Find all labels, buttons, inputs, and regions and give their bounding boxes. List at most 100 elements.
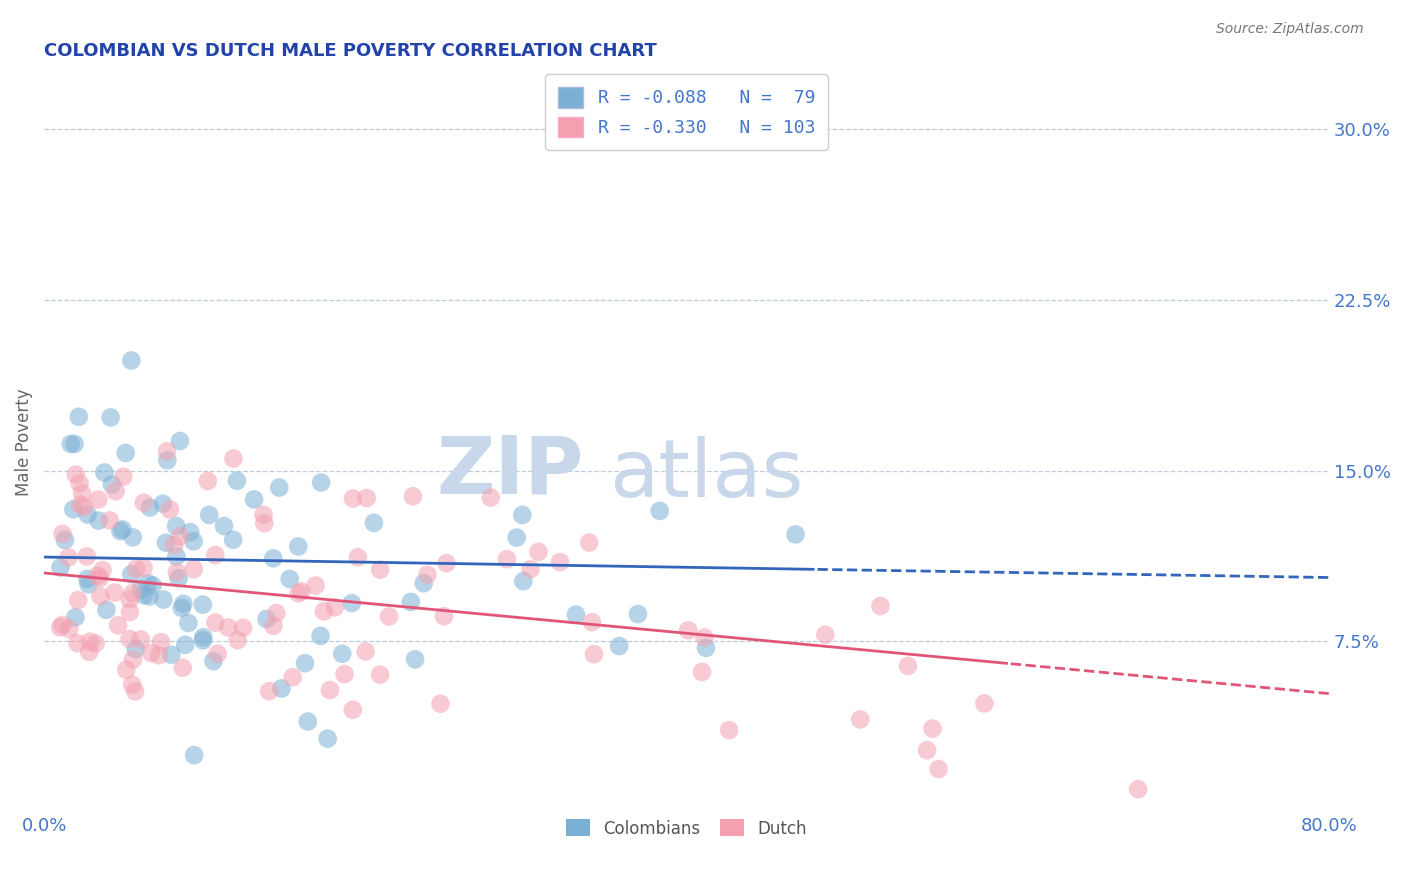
Point (66, 636, 89, 650)
Point (129, 582, 152, 597)
Point (166, 565, 188, 579)
Point (150, 635, 173, 649)
Point (58, 550, 80, 565)
Point (170, 600, 193, 615)
Point (207, 647, 229, 661)
Point (177, 615, 200, 630)
Text: atlas: atlas (609, 436, 804, 515)
Point (262, 551, 284, 566)
Point (262, 619, 284, 633)
Point (429, 697, 451, 711)
Point (51, 618, 73, 632)
Point (512, 574, 534, 589)
Point (266, 606, 288, 620)
Point (101, 477, 124, 491)
Point (849, 713, 872, 727)
Point (1126, 782, 1149, 797)
Point (226, 474, 249, 488)
Point (416, 567, 439, 582)
Point (89, 589, 111, 603)
Point (510, 508, 533, 522)
Point (197, 474, 219, 488)
Point (138, 590, 160, 604)
Point (62, 502, 84, 516)
Point (198, 508, 221, 522)
Point (869, 599, 891, 613)
Point (690, 665, 713, 679)
Point (114, 446, 136, 460)
Point (347, 550, 370, 565)
Point (142, 578, 165, 592)
Point (814, 628, 837, 642)
Point (87, 514, 110, 528)
Point (368, 667, 391, 681)
Point (174, 638, 197, 652)
Point (76, 508, 98, 522)
Point (436, 556, 458, 570)
Point (89, 571, 111, 585)
Point (69, 476, 91, 491)
Point (65, 610, 87, 624)
Point (316, 731, 339, 746)
Point (129, 632, 152, 647)
Point (253, 516, 276, 531)
Point (519, 562, 541, 576)
Point (356, 491, 378, 505)
Point (648, 504, 671, 518)
Point (115, 663, 138, 677)
Point (172, 661, 194, 675)
Text: Source: ZipAtlas.com: Source: ZipAtlas.com (1216, 22, 1364, 37)
Point (98, 513, 121, 527)
Point (479, 491, 502, 505)
Point (160, 648, 183, 662)
Point (120, 567, 142, 582)
Point (169, 529, 191, 543)
Point (191, 633, 214, 648)
Point (104, 484, 127, 499)
Point (921, 722, 943, 736)
Point (527, 545, 550, 559)
Point (354, 644, 377, 658)
Y-axis label: Male Poverty: Male Poverty (15, 388, 32, 496)
Point (548, 555, 571, 569)
Point (77, 577, 100, 591)
Point (402, 489, 425, 503)
Point (93, 466, 115, 480)
Point (897, 659, 920, 673)
Point (399, 595, 422, 609)
Point (256, 612, 278, 626)
Point (309, 475, 332, 490)
Point (79, 634, 101, 648)
Point (169, 434, 191, 448)
Point (183, 534, 205, 549)
Point (607, 639, 630, 653)
Point (152, 497, 174, 511)
Point (270, 681, 292, 696)
Point (297, 714, 319, 729)
Point (152, 592, 174, 607)
Point (226, 633, 249, 648)
Point (159, 502, 181, 516)
Point (107, 618, 129, 632)
Point (342, 703, 364, 717)
Point (582, 647, 605, 661)
Point (312, 604, 335, 618)
Point (58, 622, 80, 636)
Point (676, 624, 699, 638)
Point (915, 743, 938, 757)
Point (139, 500, 162, 515)
Point (217, 620, 239, 634)
Legend: Colombians, Dutch: Colombians, Dutch (560, 813, 813, 844)
Point (222, 451, 245, 466)
Point (67, 593, 90, 607)
Point (212, 519, 235, 533)
Point (183, 748, 205, 763)
Point (104, 585, 127, 599)
Point (112, 469, 135, 483)
Point (73, 500, 96, 515)
Point (973, 697, 995, 711)
Point (121, 677, 143, 691)
Point (287, 586, 309, 600)
Point (333, 667, 356, 681)
Point (412, 576, 434, 591)
